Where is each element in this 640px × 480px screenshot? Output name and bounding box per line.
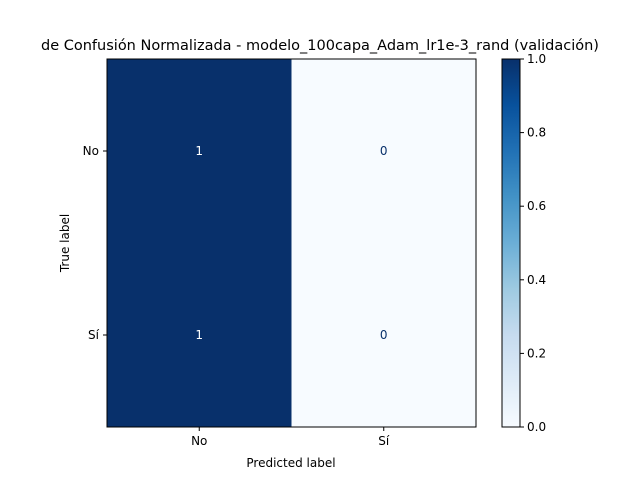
cell-value-label: 1 (195, 144, 203, 158)
colorbar-tick-label: 0.4 (527, 273, 546, 287)
x-axis-label: Predicted label (246, 456, 335, 470)
x-tick-label: No (191, 434, 207, 448)
heatmap-cells (107, 59, 476, 427)
cell-value-label: 0 (380, 144, 388, 158)
plot-frame (106, 58, 477, 428)
x-tick-label: Sí (378, 434, 390, 448)
y-axis-ticks: No Sí (83, 144, 107, 342)
heatmap-cell (291, 243, 476, 427)
cell-value-label: 0 (380, 328, 388, 342)
colorbar-tick-label: 0.2 (527, 346, 546, 360)
colorbar-tick-label: 0.0 (527, 420, 546, 434)
colorbar-tick-label: 0.6 (527, 199, 546, 213)
y-axis-label: True label (58, 214, 72, 273)
x-axis-ticks: No Sí (191, 427, 390, 448)
heatmap-cell (291, 59, 476, 243)
colorbar-tick-label: 1.0 (527, 52, 546, 66)
colorbar (501, 58, 521, 428)
cell-value-labels: 1 0 1 0 (195, 144, 387, 342)
colorbar-ticks: 0.0 0.2 0.4 0.6 0.8 1.0 (520, 52, 546, 434)
heatmap-cell (107, 59, 292, 243)
cell-value-label: 1 (195, 328, 203, 342)
colorbar-tick-label: 0.8 (527, 126, 546, 140)
y-tick-label: Sí (88, 328, 100, 342)
y-tick-label: No (83, 144, 99, 158)
chart-title: de Confusión Normalizada - modelo_100cap… (41, 38, 599, 54)
heatmap-cell (107, 243, 292, 427)
